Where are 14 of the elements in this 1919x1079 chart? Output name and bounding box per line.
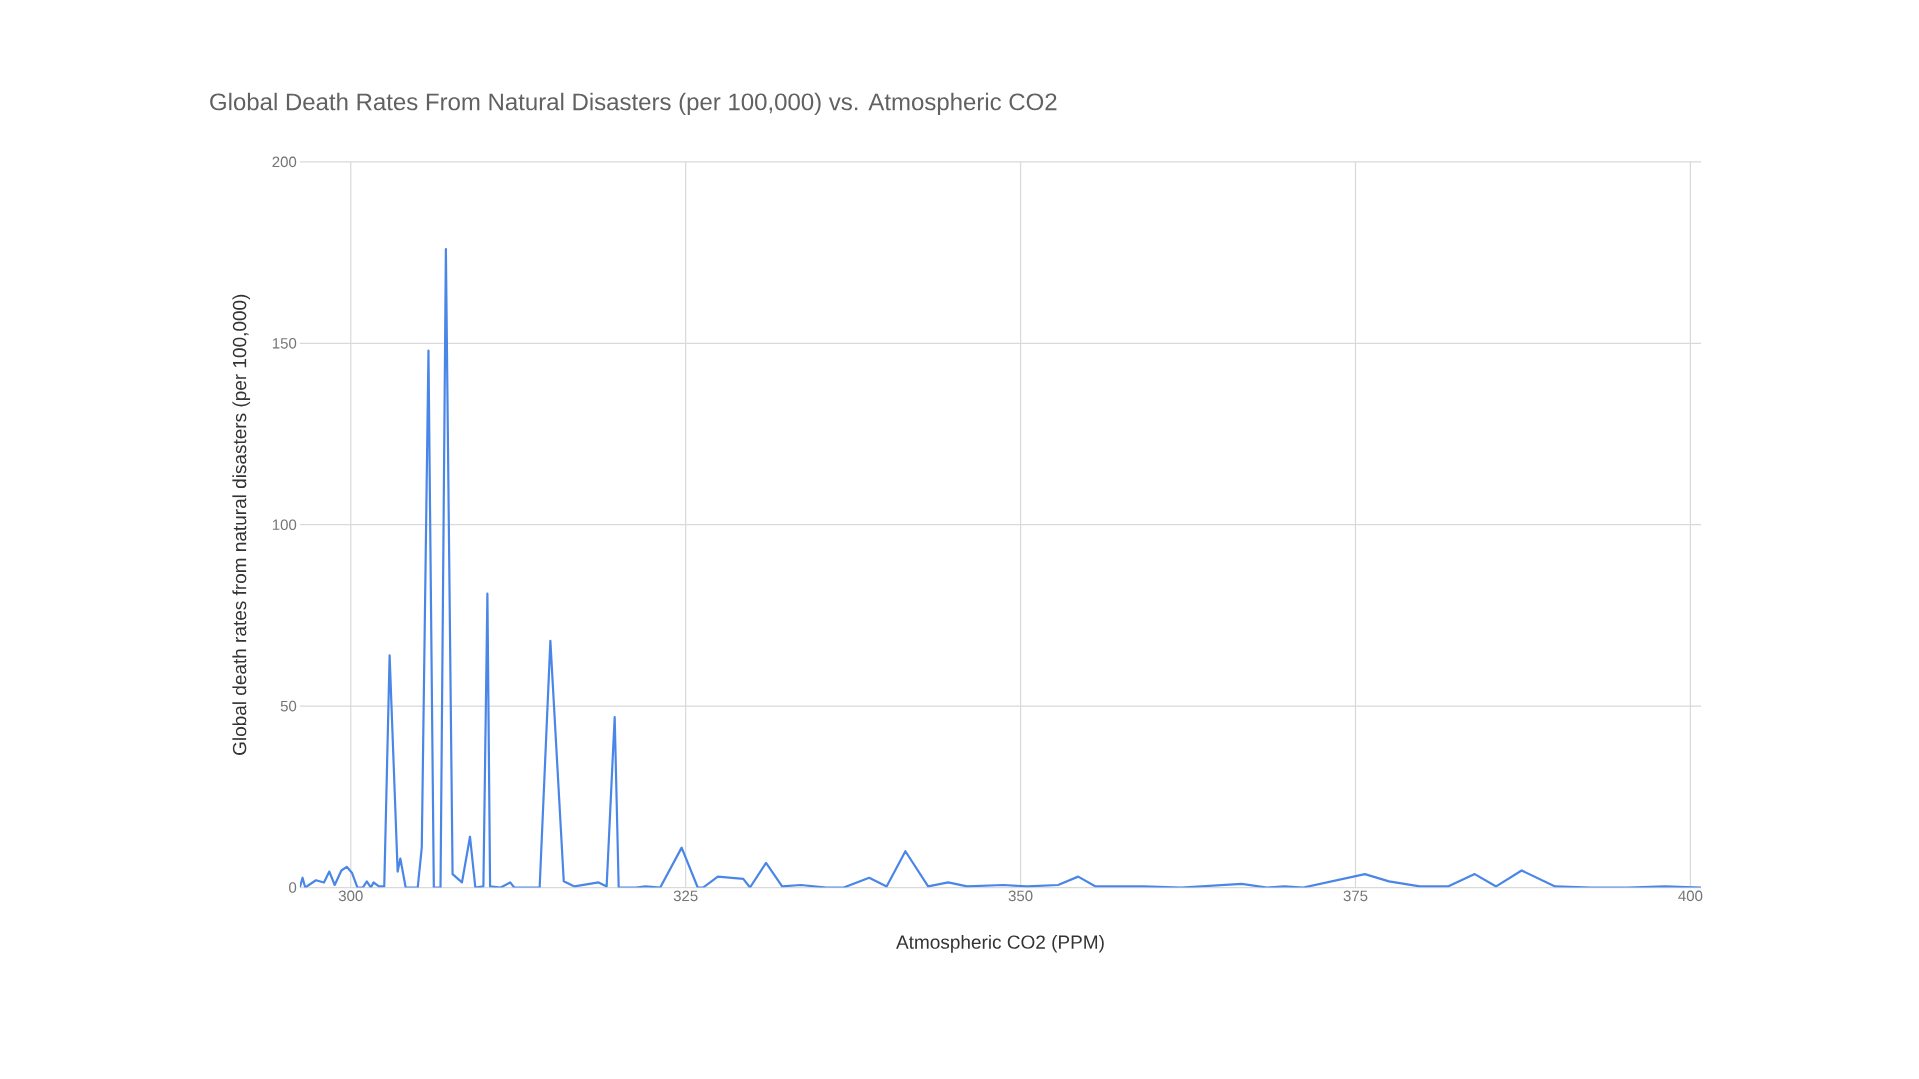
x-tick-label: 325 bbox=[673, 890, 698, 902]
x-tick-label: 300 bbox=[338, 890, 363, 902]
x-axis-title: Atmospheric CO2 (PPM) bbox=[896, 934, 1104, 953]
y-tick-label: 50 bbox=[280, 700, 297, 712]
y-tick-label: 150 bbox=[272, 337, 297, 349]
x-tick-label: 375 bbox=[1343, 890, 1368, 902]
y-tick-label: 0 bbox=[289, 882, 297, 893]
y-tick-label: 100 bbox=[272, 519, 297, 530]
y-axis-title: Global death rates from natural disasters (per 100,000) bbox=[232, 294, 251, 755]
y-tick-label: 200 bbox=[272, 156, 297, 168]
x-tick-label: 400 bbox=[1678, 890, 1703, 902]
x-tick-label: 350 bbox=[1008, 890, 1033, 902]
chart-title: Global Death Rates From Natural Disasters (per 100,000) vs. Atmospheric CO2 bbox=[210, 92, 1057, 115]
line-series bbox=[299, 247, 1702, 888]
